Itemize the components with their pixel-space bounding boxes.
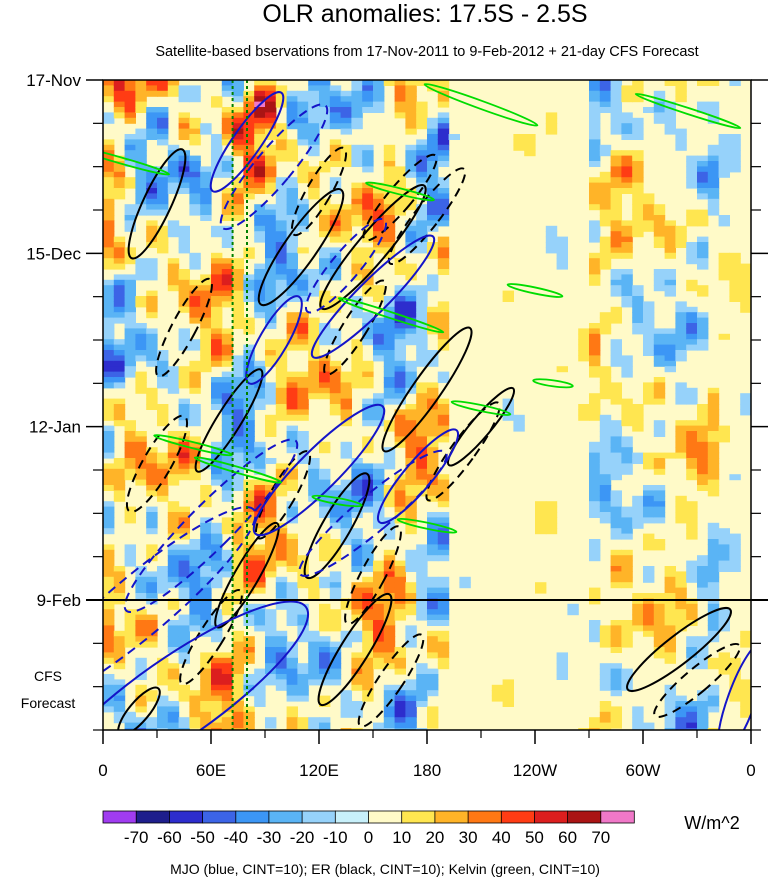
colorbar-label: -10 [323,828,348,847]
colorbar-label: 0 [364,828,373,847]
er-contour [257,188,345,307]
colorbar-swatch [534,810,569,824]
mjo-contour [245,295,303,385]
forecast-label-line1: CFS [34,668,62,684]
mjo-contour [209,91,285,193]
er-contour [127,148,187,260]
colorbar-label: -50 [190,828,215,847]
colorbar-label: 40 [492,828,511,847]
er-contour [155,277,213,378]
colorbar-swatch [434,810,469,824]
er-contour [626,606,732,693]
er-contour [179,589,243,686]
colorbar-swatch [334,810,370,824]
colorbar: -70 -60 -50 -40 -30 -20 -10 0 10 20 30 40 50 60 70 [102,810,635,847]
colorbar-swatch [401,810,436,824]
er-contour [357,633,425,728]
kelvin-contour [423,83,539,127]
er-contour [344,525,402,626]
colorbar-swatch [600,810,635,824]
er-contour [387,167,467,266]
x-tick-label: 0 [98,761,107,780]
colorbar-label: -70 [124,828,149,847]
colorbar-label: -20 [290,828,315,847]
kelvin-contour [634,92,742,130]
er-contour [194,368,264,473]
mjo-contour [716,641,751,730]
er-contour [317,592,393,707]
x-tick-label: 60W [626,761,661,780]
y-tick-label: 9-Feb [37,591,81,610]
colorbar-swatch [500,810,536,824]
chart-subtitle: Satellite-based bservations from 17-Nov-… [155,44,698,60]
colorbar-swatch [467,810,503,824]
forecast-label-line2: Forecast [21,695,76,711]
colorbar-swatch [202,810,237,824]
colorbar-label: 60 [558,828,577,847]
x-tick-label: 0 [746,761,755,780]
kelvin-contour [337,297,445,334]
colorbar-label: 70 [591,828,610,847]
mjo-contour [252,403,386,537]
er-contour [117,686,161,730]
kelvin-contour [396,517,458,534]
colorbar-label: 50 [525,828,544,847]
mjo-contour [103,600,310,730]
kelvin-contour [193,456,283,484]
colorbar-label: 10 [392,828,411,847]
y-tick-label: 12-Jan [29,418,81,437]
er-contour [290,146,348,237]
colorbar-swatch [168,810,204,824]
colorbar-swatch [368,810,403,824]
er-contour [303,472,371,580]
x-tick-label: 180 [413,761,441,780]
colorbar-label: -40 [224,828,249,847]
colorbar-label: -30 [257,828,282,847]
kelvin-contour [450,400,512,416]
mjo-contour [219,103,329,231]
er-contour [362,153,438,242]
er-contour [381,326,473,453]
colorbar-swatch [135,810,171,824]
y-tick-label: 15-Dec [26,244,81,263]
mjo-contour [103,506,257,707]
colorbar-label: 20 [425,828,444,847]
mjo-contour [376,428,460,525]
er-contour [425,401,501,502]
mjo-contour [298,449,448,577]
mjo-contour [304,217,388,314]
kelvin-contour [365,181,435,202]
colorbar-label: -60 [157,828,182,847]
colorbar-swatch [567,810,602,824]
er-contour [323,279,387,376]
x-tick-label: 120E [299,761,339,780]
er-contour [653,642,741,719]
colorbar-swatch [301,810,337,824]
colorbar-swatch [102,810,137,824]
er-contour [446,386,516,467]
mjo-contour [310,234,436,359]
mjo-contour [123,438,299,613]
footnote: MJO (blue, CINT=10); ER (black, CINT=10)… [170,861,600,877]
colorbar-unit: W/m^2 [684,813,739,833]
plot-area: 17-Nov 15-Dec 12-Jan 9-Feb 0 60E 120E 180 120W 60… [26,71,768,780]
kelvin-contour [506,283,564,298]
x-tick-label: 60E [196,761,226,780]
colorbar-swatch [235,810,270,824]
er-contour [125,414,189,513]
colorbar-swatch [268,810,303,824]
chart-title: OLR anomalies: 17.5S - 2.5S [262,0,587,28]
kelvin-contour [103,145,170,176]
x-tick-label: 120W [513,761,557,780]
colorbar-label: 30 [459,828,478,847]
kelvin-contour [532,378,574,389]
y-tick-label: 17-Nov [26,71,81,90]
kelvin-contour [311,494,363,508]
